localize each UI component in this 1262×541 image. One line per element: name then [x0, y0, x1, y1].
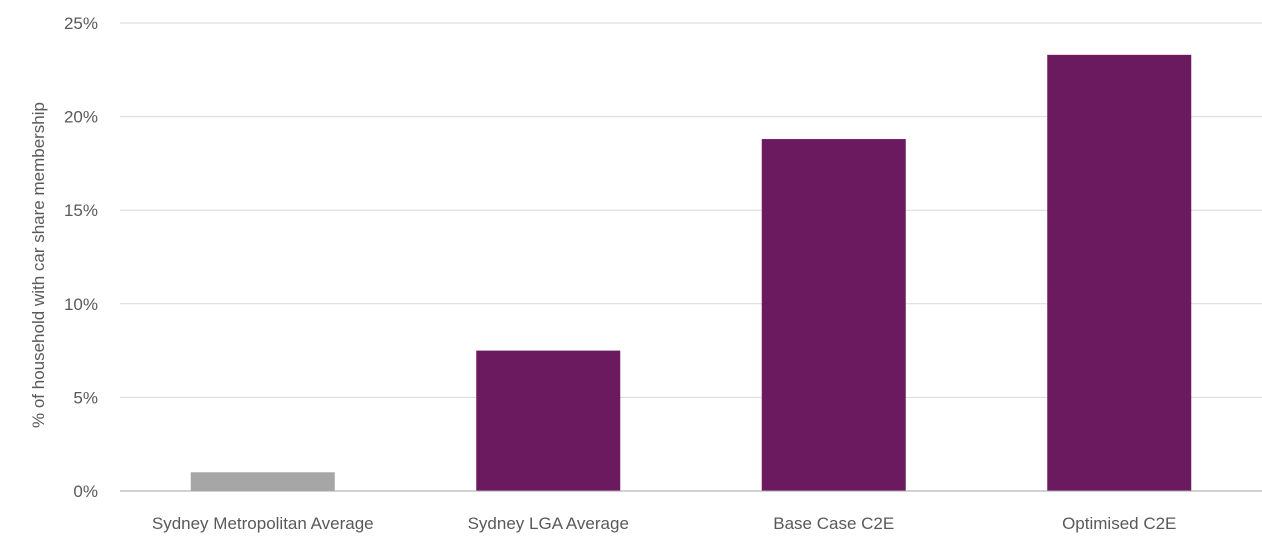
- x-category-label: Optimised C2E: [1062, 514, 1176, 533]
- bars: [190, 54, 1192, 491]
- y-tick-label: 0%: [73, 482, 98, 501]
- y-tick-label: 5%: [73, 388, 98, 407]
- y-tick-label: 25%: [64, 14, 98, 33]
- y-tick-label: 15%: [64, 201, 98, 220]
- y-tick-labels: 0% 5% 10% 15% 20% 25%: [64, 14, 98, 501]
- x-category-label: Base Case C2E: [773, 514, 894, 533]
- y-tick-label: 10%: [64, 295, 98, 314]
- bar-sydney-lga-average: [476, 350, 621, 491]
- x-category-label: Sydney Metropolitan Average: [152, 514, 374, 533]
- x-category-label: Sydney LGA Average: [468, 514, 629, 533]
- x-category-labels: Sydney Metropolitan Average Sydney LGA Av…: [152, 514, 1177, 533]
- y-tick-label: 20%: [64, 108, 98, 127]
- bar-optimised-c2e: [1047, 54, 1192, 491]
- y-axis-title: % of household with car share membership: [29, 102, 48, 428]
- bar-base-case-c2e: [761, 139, 906, 491]
- bar-sydney-metropolitan-average: [190, 472, 335, 491]
